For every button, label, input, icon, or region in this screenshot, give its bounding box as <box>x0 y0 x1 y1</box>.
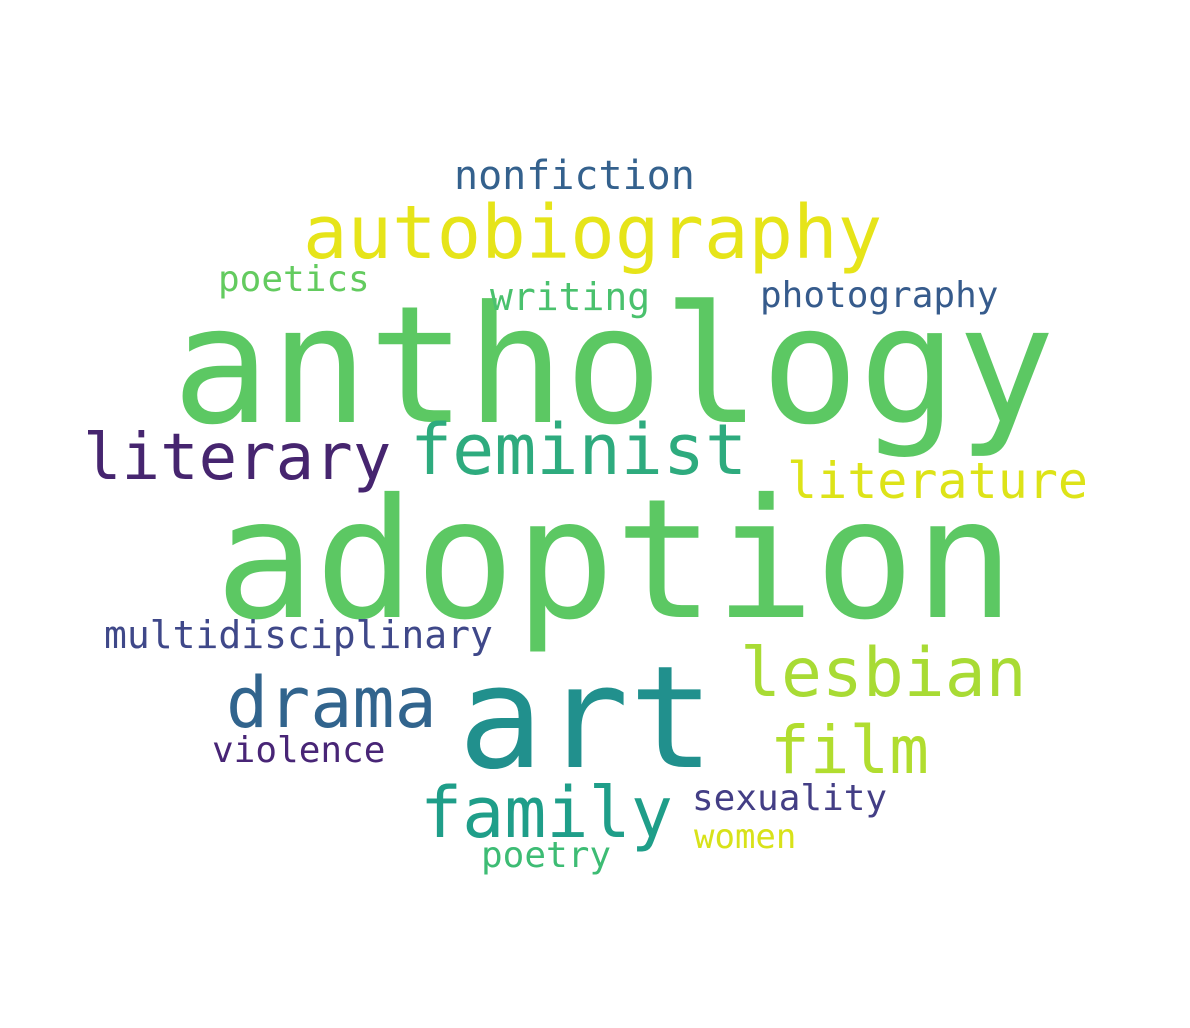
word-art: art <box>458 636 715 801</box>
word-feminist: feminist <box>410 409 748 491</box>
word-poetry: poetry <box>481 835 612 876</box>
word-multidisciplinary: multidisciplinary <box>104 613 493 657</box>
word-writing: writing <box>490 275 651 319</box>
word-autobiography: autobiography <box>303 190 883 276</box>
word-adoption: adoption <box>215 464 1015 657</box>
word-anthology: anthology <box>172 272 1056 461</box>
word-literary: literary <box>83 421 392 495</box>
word-lesbian: lesbian <box>740 634 1027 713</box>
word-violence: violence <box>212 730 386 771</box>
word-poetics: poetics <box>218 259 370 300</box>
word-family: family <box>420 772 673 854</box>
word-drama: drama <box>226 662 437 744</box>
word-sexuality: sexuality <box>692 778 888 819</box>
word-photography: photography <box>760 275 999 316</box>
word-nonfiction: nonfiction <box>454 153 695 199</box>
word-film: film <box>770 712 929 789</box>
word-literature: literature <box>787 452 1089 510</box>
word-women: women <box>694 817 797 857</box>
